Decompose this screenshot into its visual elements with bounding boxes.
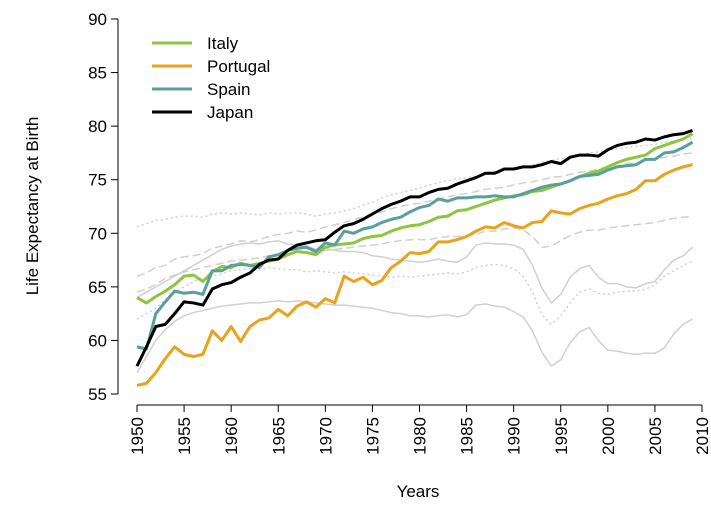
background-line (136, 240, 694, 304)
y-tick-label: 90 (88, 10, 107, 29)
legend-label: Spain (207, 80, 250, 99)
y-tick-label: 65 (88, 278, 107, 297)
background-line (136, 152, 693, 277)
y-tick-label: 75 (88, 171, 107, 190)
x-tick-label: 1950 (128, 417, 147, 455)
x-tick-label: 1970 (316, 417, 335, 455)
legend-label: Japan (207, 103, 253, 122)
y-tick-label: 85 (88, 64, 107, 83)
y-axis-title: Life Expectancy at Birth (23, 117, 42, 296)
x-tick-label: 1990 (505, 417, 524, 455)
y-tick-label: 80 (88, 117, 107, 136)
x-tick-label: 2000 (599, 417, 618, 455)
x-tick-label: 1960 (222, 417, 241, 455)
background-line (136, 215, 693, 293)
series-line (136, 163, 693, 387)
series-line (135, 129, 694, 367)
background-line (136, 300, 693, 373)
x-axis-title: Years (397, 482, 440, 501)
x-tick-label: 1980 (411, 417, 430, 455)
y-tick-label: 60 (88, 331, 107, 350)
y-tick-label: 70 (88, 224, 107, 243)
background-line (136, 137, 693, 228)
legend-label: Italy (207, 34, 239, 53)
x-tick-label: 2005 (646, 417, 665, 455)
x-tick-label: 1965 (269, 417, 288, 455)
background-line (136, 260, 693, 326)
x-tick-label: 1955 (175, 417, 194, 455)
series-line (136, 140, 694, 351)
x-tick-label: 2010 (693, 417, 711, 455)
series-line (136, 132, 694, 305)
x-tick-label: 1995 (552, 417, 571, 455)
y-tick-label: 55 (88, 385, 107, 404)
x-tick-label: 1975 (363, 417, 382, 455)
legend-label: Portugal (207, 57, 270, 76)
x-tick-label: 1985 (458, 417, 477, 455)
